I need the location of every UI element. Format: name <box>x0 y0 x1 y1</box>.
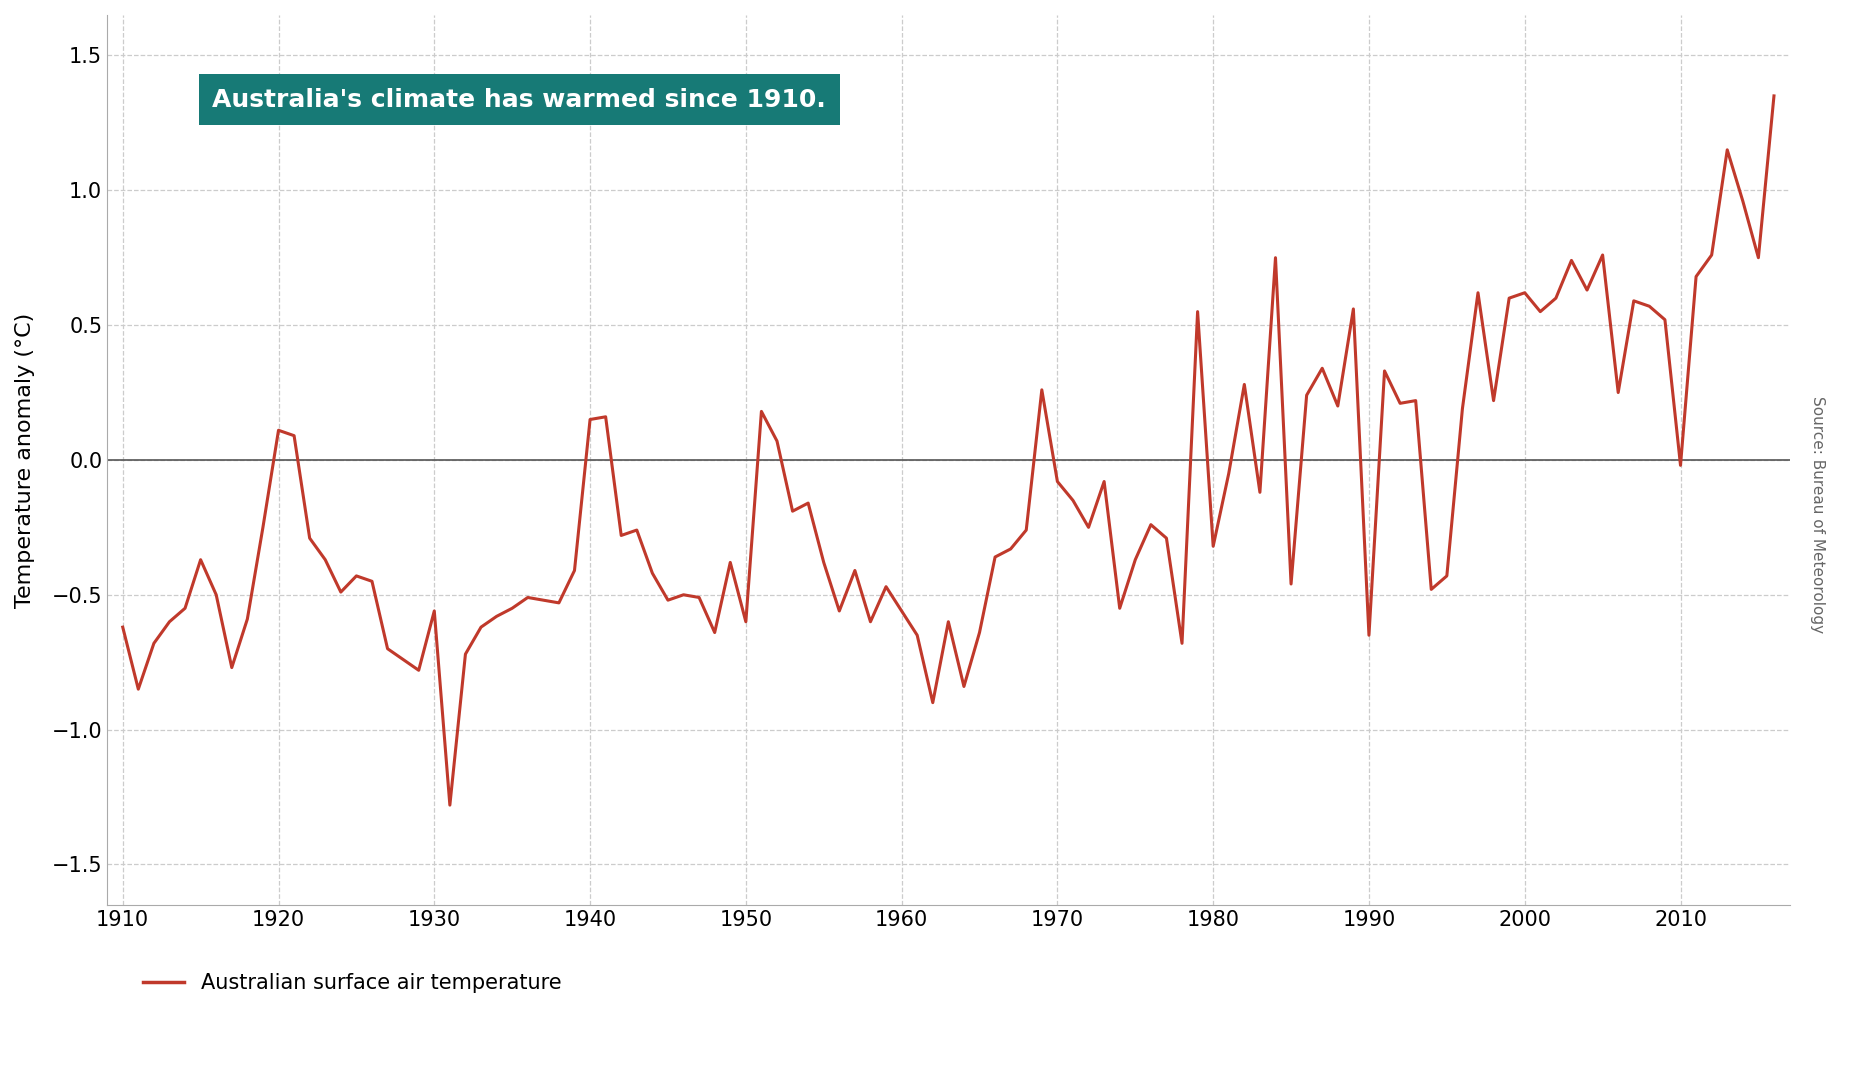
Text: Australia's climate has warmed since 1910.: Australia's climate has warmed since 191… <box>213 88 827 112</box>
Y-axis label: Temperature anomaly (°C): Temperature anomaly (°C) <box>15 312 36 607</box>
Text: Source: Bureau of Meteorology: Source: Bureau of Meteorology <box>1810 397 1825 633</box>
Legend: Australian surface air temperature: Australian surface air temperature <box>135 965 570 1001</box>
